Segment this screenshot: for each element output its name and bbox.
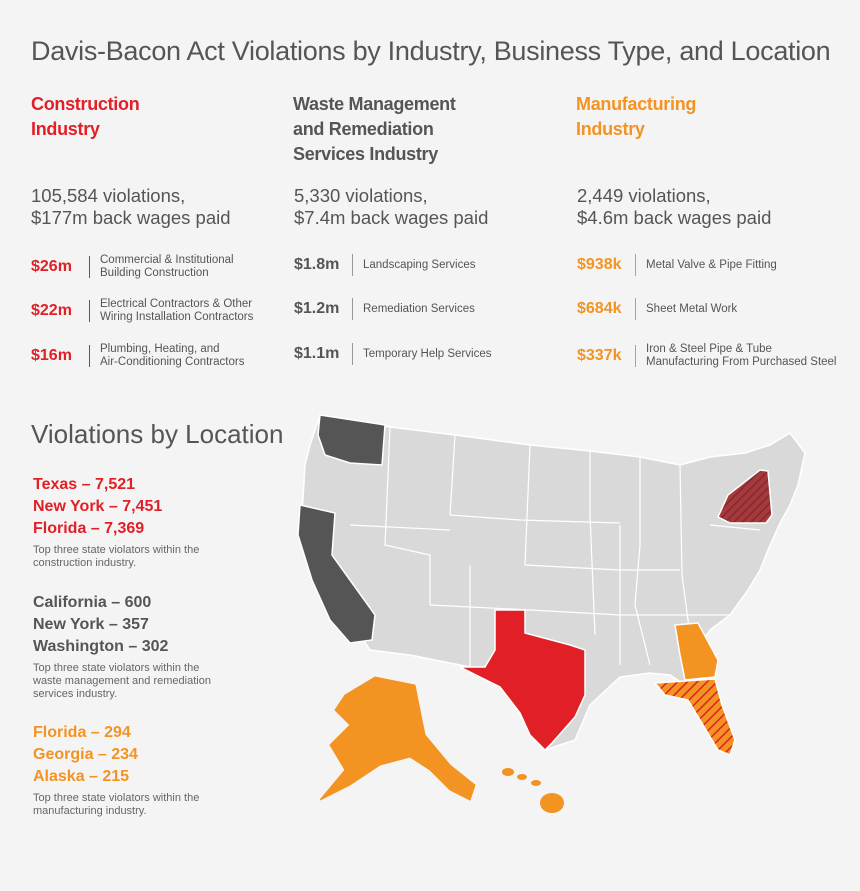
violations-count: 105,584 violations, bbox=[31, 185, 186, 206]
industry-name-line: Industry bbox=[576, 119, 645, 139]
stat-label: Commercial & Institutional Building Const… bbox=[100, 254, 234, 279]
back-wages: $177m back wages paid bbox=[31, 207, 231, 228]
state-stat: California – 600 bbox=[33, 594, 152, 611]
state-hawaii bbox=[502, 768, 564, 813]
divider bbox=[352, 254, 353, 276]
violations-count: 5,330 violations, bbox=[294, 185, 428, 206]
back-wages: $7.4m back wages paid bbox=[294, 207, 489, 228]
stat-label: Temporary Help Services bbox=[363, 347, 492, 360]
state-stat: Georgia – 234 bbox=[33, 746, 138, 763]
stat-label: Landscaping Services bbox=[363, 258, 476, 271]
industry-name-line: and Remediation bbox=[293, 119, 434, 139]
location-title: Violations by Location bbox=[31, 419, 284, 449]
industry-name: Construction Industry bbox=[31, 92, 301, 170]
us-map bbox=[297, 414, 806, 813]
stat-row: $22m Electrical Contractors & Other Wirin… bbox=[31, 298, 253, 324]
stat-label: Iron & Steel Pipe & Tube Manufacturing Fr… bbox=[646, 343, 837, 368]
state-florida bbox=[653, 678, 736, 757]
industry-construction: Construction Industry bbox=[31, 92, 301, 170]
stat-row: $1.1m Temporary Help Services bbox=[294, 343, 491, 365]
industry-summary: 2,449 violations, $4.6m back wages paid bbox=[577, 185, 771, 229]
divider bbox=[635, 298, 636, 320]
violations-count: 2,449 violations, bbox=[577, 185, 711, 206]
page-title: Davis-Bacon Act Violations by Industry, … bbox=[31, 36, 831, 66]
state-stat: New York – 7,451 bbox=[33, 498, 163, 515]
industry-name-line: Waste Management bbox=[293, 94, 456, 114]
industry-name-line: Industry bbox=[31, 119, 100, 139]
group-note: Top three state violators within the cons… bbox=[33, 544, 200, 569]
state-stat: Florida – 7,369 bbox=[33, 520, 145, 537]
stat-amount: $22m bbox=[31, 302, 72, 319]
group-note: Top three state violators within the wast… bbox=[33, 662, 211, 700]
state-stat: Florida – 294 bbox=[33, 724, 131, 741]
divider bbox=[89, 300, 90, 322]
stat-amount: $1.8m bbox=[294, 256, 340, 273]
industry-summary: 5,330 violations, $7.4m back wages paid bbox=[294, 185, 488, 229]
divider bbox=[89, 345, 90, 367]
industry-name: Waste Management and Remediation Service… bbox=[293, 92, 563, 170]
stat-row: $938k Metal Valve & Pipe Fitting bbox=[577, 254, 777, 276]
stat-row: $1.8m Landscaping Services bbox=[294, 254, 476, 276]
state-borders bbox=[349, 426, 761, 667]
industry-name-line: Manufacturing bbox=[576, 94, 697, 114]
state-new-york bbox=[717, 469, 773, 524]
back-wages: $4.6m back wages paid bbox=[577, 207, 772, 228]
state-stat: New York – 357 bbox=[33, 616, 149, 633]
divider bbox=[352, 298, 353, 320]
group-note: Top three state violators within the manu… bbox=[33, 792, 200, 817]
divider bbox=[635, 345, 636, 367]
location-group-manufacturing: Florida – 294 Georgia – 234 Alaska – 215… bbox=[33, 722, 273, 818]
divider bbox=[89, 256, 90, 278]
state-stat: Washington – 302 bbox=[33, 638, 169, 655]
location-group-construction: Texas – 7,521 New York – 7,451 Florida –… bbox=[33, 474, 273, 570]
stat-row: $684k Sheet Metal Work bbox=[577, 298, 737, 320]
industry-manufacturing: Manufacturing Industry bbox=[576, 92, 846, 170]
industry-name: Manufacturing Industry bbox=[576, 92, 846, 170]
stat-label: Plumbing, Heating, and Air-Conditioning C… bbox=[100, 343, 245, 368]
industry-name-line: Services Industry bbox=[293, 144, 438, 164]
industry-waste-management: Waste Management and Remediation Service… bbox=[293, 92, 563, 170]
stat-row: $337k Iron & Steel Pipe & Tube Manufactur… bbox=[577, 343, 836, 369]
stat-label: Remediation Services bbox=[363, 302, 475, 315]
stat-amount: $1.1m bbox=[294, 345, 340, 362]
stat-amount: $26m bbox=[31, 258, 72, 275]
stat-amount: $938k bbox=[577, 256, 622, 273]
stat-row: $1.2m Remediation Services bbox=[294, 298, 475, 320]
stat-amount: $684k bbox=[577, 300, 622, 317]
state-alaska bbox=[319, 676, 476, 801]
stat-amount: $337k bbox=[577, 347, 622, 364]
state-stat: Texas – 7,521 bbox=[33, 476, 136, 493]
state-texas bbox=[459, 609, 586, 752]
state-california bbox=[297, 504, 376, 644]
state-georgia bbox=[674, 622, 719, 681]
state-stat: Alaska – 215 bbox=[33, 768, 130, 785]
stat-label: Metal Valve & Pipe Fitting bbox=[646, 258, 777, 271]
industry-name-line: Construction bbox=[31, 94, 140, 114]
divider bbox=[352, 343, 353, 365]
state-washington bbox=[317, 414, 386, 466]
stat-amount: $1.2m bbox=[294, 300, 340, 317]
stat-row: $16m Plumbing, Heating, and Air-Condition… bbox=[31, 343, 244, 369]
stat-label: Electrical Contractors & Other Wiring Ins… bbox=[100, 298, 254, 323]
divider bbox=[635, 254, 636, 276]
stat-row: $26m Commercial & Institutional Building … bbox=[31, 254, 234, 280]
industry-summary: 105,584 violations, $177m back wages pai… bbox=[31, 185, 231, 229]
stat-amount: $16m bbox=[31, 347, 72, 364]
stat-label: Sheet Metal Work bbox=[646, 302, 738, 315]
location-group-waste: California – 600 New York – 357 Washingt… bbox=[33, 592, 273, 701]
